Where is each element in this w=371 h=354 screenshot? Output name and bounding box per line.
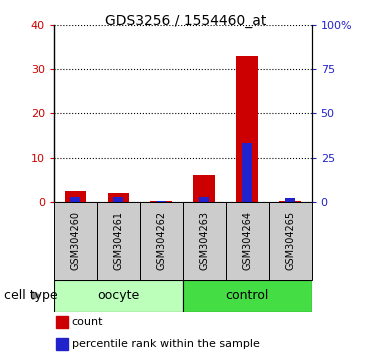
Bar <box>65 191 86 202</box>
Bar <box>140 202 183 280</box>
Bar <box>97 202 140 280</box>
Text: cell type: cell type <box>4 289 58 302</box>
Text: GDS3256 / 1554460_at: GDS3256 / 1554460_at <box>105 14 266 28</box>
Text: GSM304260: GSM304260 <box>70 211 80 270</box>
Text: oocyte: oocyte <box>97 289 139 302</box>
Text: count: count <box>72 317 104 327</box>
Text: GSM304262: GSM304262 <box>156 211 166 270</box>
Bar <box>114 198 123 202</box>
Bar <box>285 198 295 202</box>
Bar <box>56 338 68 350</box>
Bar <box>193 175 215 202</box>
Bar <box>56 316 68 328</box>
Bar <box>199 198 209 202</box>
Text: GSM304265: GSM304265 <box>285 211 295 270</box>
Bar <box>54 202 97 280</box>
Bar <box>242 143 252 202</box>
Text: GSM304261: GSM304261 <box>113 211 123 270</box>
Text: control: control <box>226 289 269 302</box>
Bar <box>226 202 269 280</box>
Bar <box>269 202 312 280</box>
Bar <box>183 280 312 312</box>
Bar <box>151 201 172 202</box>
Bar <box>236 56 258 202</box>
Bar <box>108 193 129 202</box>
Bar <box>70 198 80 202</box>
Bar <box>54 280 183 312</box>
Text: GSM304263: GSM304263 <box>199 211 209 270</box>
Text: GSM304264: GSM304264 <box>242 211 252 270</box>
Text: percentile rank within the sample: percentile rank within the sample <box>72 339 260 349</box>
Bar <box>183 202 226 280</box>
Bar <box>157 201 166 202</box>
Bar <box>279 201 301 202</box>
